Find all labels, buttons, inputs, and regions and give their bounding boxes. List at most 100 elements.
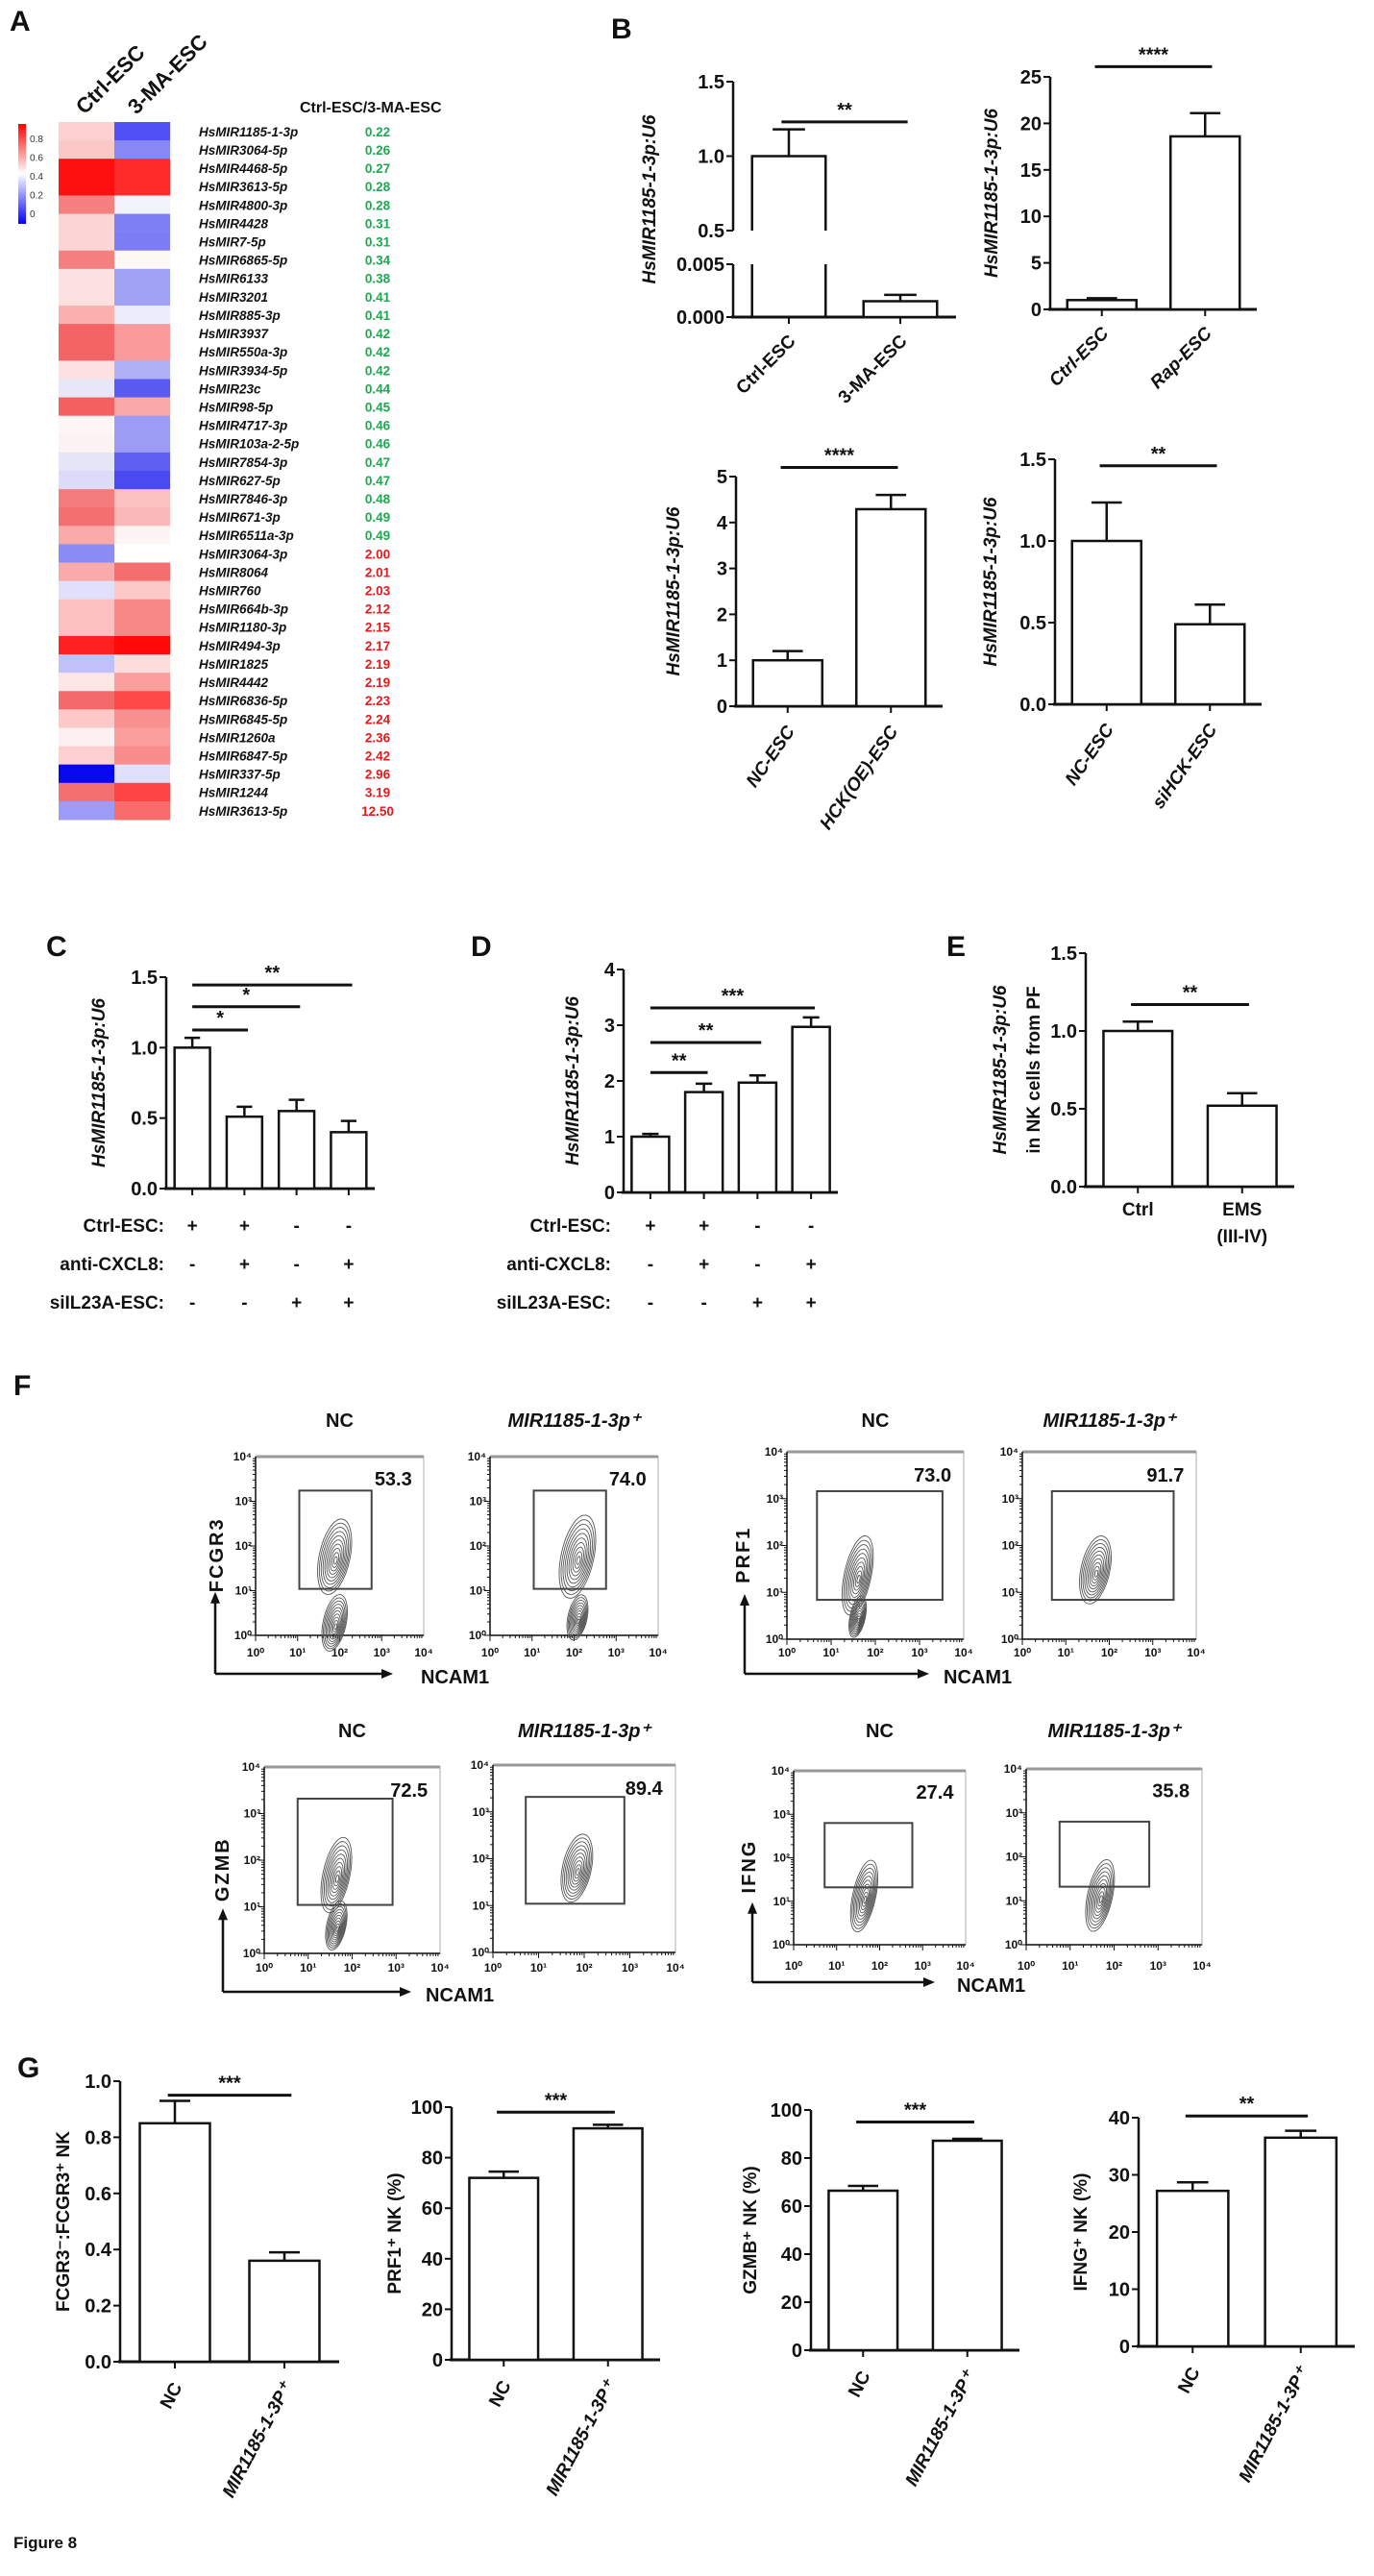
heatmap-cell xyxy=(59,691,114,710)
x-tick-label: Ctrl-ESC xyxy=(1045,323,1113,390)
y-tick-label: 0.005 xyxy=(676,255,724,276)
heatmap-cell xyxy=(59,800,114,821)
panel-label-b: B xyxy=(611,13,632,45)
contour-line xyxy=(323,1845,350,1907)
bar-chart-g2: 0 20 40 60 80 100 *** PRF1⁺ NK (%) NC MIR1185-1-3… xyxy=(385,2090,660,2499)
contour-line xyxy=(334,1875,340,1883)
heatmap-row-labels: HsMIR1185-1-3p 0.22 HsMIR3064-5p 0.26 HsMIR4… xyxy=(199,125,394,819)
heatmap-cell xyxy=(59,599,114,619)
heatmap-row-ratio: 2.36 xyxy=(365,730,391,745)
y-tick-label: 15 xyxy=(1020,160,1042,182)
gate-rectangle xyxy=(816,1489,944,1602)
condition-label: Ctrl-ESC: xyxy=(84,1216,164,1237)
gate-rectangle xyxy=(532,1489,607,1590)
contour-line xyxy=(848,1595,868,1638)
x-tick-label: 10⁴ xyxy=(649,1646,667,1659)
condition-label: siIL23A-ESC: xyxy=(50,1293,164,1313)
contour-line xyxy=(856,1615,861,1625)
y-tick-label: 10¹ xyxy=(767,1585,783,1599)
y-tick-label: 20 xyxy=(422,2299,443,2320)
condition-sign: - xyxy=(808,1216,814,1237)
contour-line xyxy=(327,1853,347,1901)
x-tick-label: 10⁴ xyxy=(1187,1646,1205,1659)
x-tick-label: 10⁰ xyxy=(247,1646,264,1659)
colorbar-tick-label: 0.8 xyxy=(30,135,43,145)
x-tick-label: 3-MA-ESC xyxy=(835,331,912,407)
x-tick-label: 10³ xyxy=(911,1646,927,1659)
y-tick-label: 3 xyxy=(717,559,727,580)
y-tick-label: 0 xyxy=(792,2341,802,2362)
heatmap-row-name: HsMIR7854-3p xyxy=(199,455,287,470)
x-tick-label: NC xyxy=(485,2377,516,2410)
heatmap-cell xyxy=(114,415,170,435)
bar xyxy=(751,658,824,708)
x-tick-label: 10² xyxy=(871,1959,888,1973)
bar xyxy=(1155,2189,1230,2348)
heatmap-row-ratio: 2.24 xyxy=(365,712,391,726)
y-tick-label: 10³ xyxy=(473,1805,489,1819)
contour-line xyxy=(576,1868,580,1877)
significance-label: ** xyxy=(1151,444,1166,465)
colorbar-tick-label: 0 xyxy=(30,209,36,220)
heatmap-row-name: HsMIR23c xyxy=(199,381,261,396)
y-tick-label: 10² xyxy=(473,1852,489,1866)
y-axis-label: HsMIR1185-1-3p:U6 xyxy=(664,506,684,675)
y-tick-label: 25 xyxy=(1020,67,1042,88)
x-tick-label: 10¹ xyxy=(822,1646,839,1659)
condition-label: Ctrl-ESC: xyxy=(530,1216,611,1237)
significance-label: * xyxy=(242,985,250,1006)
x-tick-label: EMS xyxy=(1222,1200,1262,1220)
heatmap-cell xyxy=(59,635,114,655)
heatmap-row-ratio: 2.42 xyxy=(365,748,390,763)
heatmap-cell xyxy=(114,526,170,545)
heatmap-cell xyxy=(114,342,170,361)
heatmap-cell xyxy=(59,544,114,564)
contour-line xyxy=(576,1615,581,1627)
contour-line xyxy=(852,1605,864,1631)
heatmap-row-ratio: 2.01 xyxy=(365,565,391,579)
y-tick-label: 10¹ xyxy=(473,1899,489,1912)
heatmap-cell xyxy=(59,397,114,417)
gate-percentage: 73.0 xyxy=(914,1465,951,1486)
contour-line xyxy=(567,1597,588,1639)
heatmap-row-name: HsMIR3064-3p xyxy=(199,547,287,561)
gate-percentage: 35.8 xyxy=(1152,1780,1190,1802)
x-tick-label: 10⁴ xyxy=(956,1959,974,1973)
y-tick-label: 10⁰ xyxy=(1001,1632,1018,1646)
y-tick-label: 10¹ xyxy=(470,1584,486,1598)
y-tick-label: 0.6 xyxy=(85,2184,111,2205)
contour-line xyxy=(858,1883,871,1914)
y-tick-label: 20 xyxy=(781,2293,802,2314)
x-tick-label: 10¹ xyxy=(524,1646,540,1659)
bar xyxy=(1173,623,1246,706)
heatmap-cell xyxy=(114,691,170,710)
contour-line xyxy=(1087,1863,1114,1929)
heatmap-cell xyxy=(114,562,170,582)
y-tick-label: 10² xyxy=(1006,1851,1022,1864)
heatmap-cell xyxy=(114,268,170,288)
heatmap-cell xyxy=(114,213,170,233)
contour-line xyxy=(328,1609,342,1640)
contour-line xyxy=(566,1594,589,1641)
bar xyxy=(1070,539,1143,706)
arrow-up-icon xyxy=(218,1908,228,1921)
y-tick-label: 0 xyxy=(1119,2337,1130,2358)
heatmap-cell xyxy=(114,324,170,343)
x-tick-label: 10² xyxy=(1101,1646,1117,1659)
x-tick-label: 10¹ xyxy=(1058,1646,1074,1659)
plot-frame xyxy=(255,1456,425,1636)
y-tick-label: 10² xyxy=(235,1539,252,1553)
y-tick-label: 0.8 xyxy=(85,2127,111,2148)
x-tick-label: Ctrl xyxy=(1122,1200,1154,1220)
x-tick-label: NC xyxy=(157,2379,187,2412)
condition-sign: - xyxy=(293,1216,299,1237)
y-tick-label: 1.0 xyxy=(1050,1021,1077,1043)
contour-line xyxy=(325,1900,348,1950)
x-tick-label: 10⁰ xyxy=(1014,1646,1031,1659)
heatmap-cell xyxy=(59,782,114,802)
bar xyxy=(854,507,927,708)
contour-line xyxy=(576,1556,581,1565)
bar-chart-b4: 0.0 0.5 1.0 1.5 ** HsMIR1185-1-3p:U6 NC-ESC siH… xyxy=(981,444,1262,813)
contour-line xyxy=(560,1519,595,1595)
